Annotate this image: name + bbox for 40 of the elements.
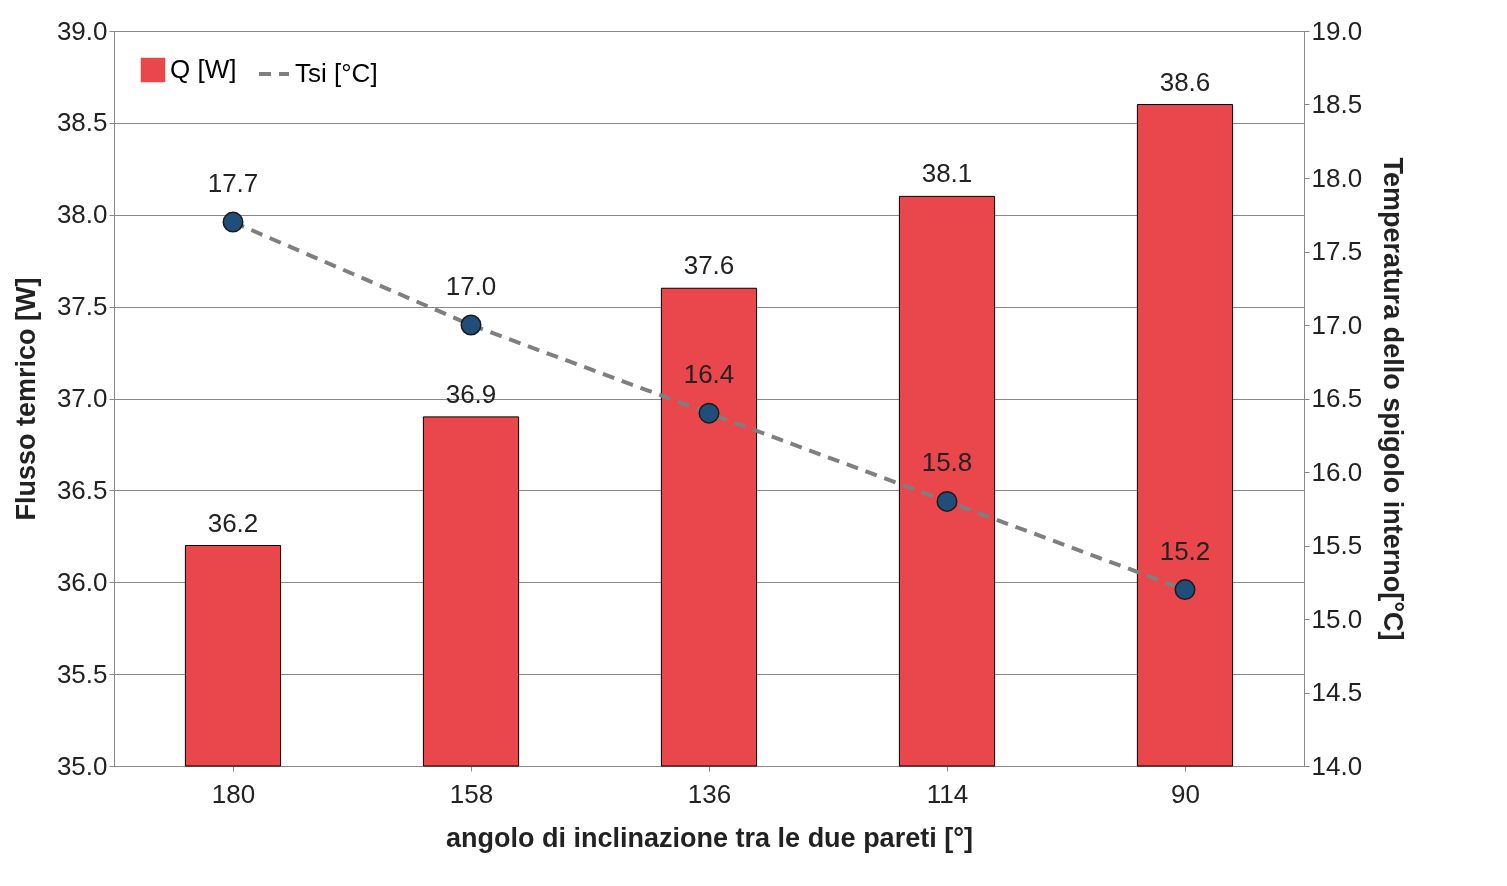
data-label: 38.6 xyxy=(1159,66,1211,97)
x-tick-label: 158 xyxy=(449,778,494,809)
y-tick-label: 36.5 xyxy=(56,474,108,505)
x-tick-label: 180 xyxy=(211,778,256,809)
y-tick-label: 35.0 xyxy=(56,750,108,781)
x-axis-title: angolo di inclinazione tra le due pareti [°] xyxy=(446,822,973,853)
y2-tick-label: 18.0 xyxy=(1311,162,1363,193)
y2-tick-label: 18.5 xyxy=(1311,89,1363,119)
y2-tick-label: 17.5 xyxy=(1311,236,1363,266)
y2-tick-label: 19.0 xyxy=(1311,15,1363,46)
y2-tick-label: 14.0 xyxy=(1311,750,1363,781)
y-tick-label: 37.5 xyxy=(56,291,108,322)
y2-tick-label: 16.0 xyxy=(1311,456,1363,487)
data-label: 15.2 xyxy=(1159,535,1211,566)
y2-tick-label: 14.5 xyxy=(1311,677,1363,707)
x-tick-label: 90 xyxy=(1171,778,1200,809)
data-label: 36.9 xyxy=(445,378,497,409)
y-tick-label: 37.0 xyxy=(56,383,108,413)
y-tick-label: 39.0 xyxy=(56,15,108,46)
y-tick-label: 38.0 xyxy=(56,199,108,230)
data-label: 17.0 xyxy=(445,271,497,301)
x-tick-label: 114 xyxy=(926,778,969,809)
legend-label: Tsi [°C] xyxy=(295,58,378,88)
y2-tick-label: 17.0 xyxy=(1311,309,1363,340)
legend-label: Q [W] xyxy=(170,54,237,84)
y-tick-label: 35.5 xyxy=(56,658,108,689)
y2-tick-label: 15.0 xyxy=(1311,603,1363,634)
y2-axis-title: Temperatura dello spigolo interno[°C] xyxy=(1378,157,1409,641)
data-label: 16.4 xyxy=(683,359,735,390)
data-label: 37.6 xyxy=(683,250,735,281)
y-tick-label: 36.0 xyxy=(56,566,108,597)
data-label: 36.2 xyxy=(207,507,259,538)
data-label: 17.7 xyxy=(207,168,259,199)
data-label: 38.1 xyxy=(921,158,973,189)
y-axis-title: Flusso temrico [W] xyxy=(10,277,41,521)
y-tick-label: 38.5 xyxy=(56,107,108,138)
data-label: 15.8 xyxy=(921,447,973,478)
y2-tick-label: 16.5 xyxy=(1311,383,1363,413)
x-tick-label: 136 xyxy=(687,778,732,809)
y2-tick-label: 15.5 xyxy=(1311,530,1363,560)
